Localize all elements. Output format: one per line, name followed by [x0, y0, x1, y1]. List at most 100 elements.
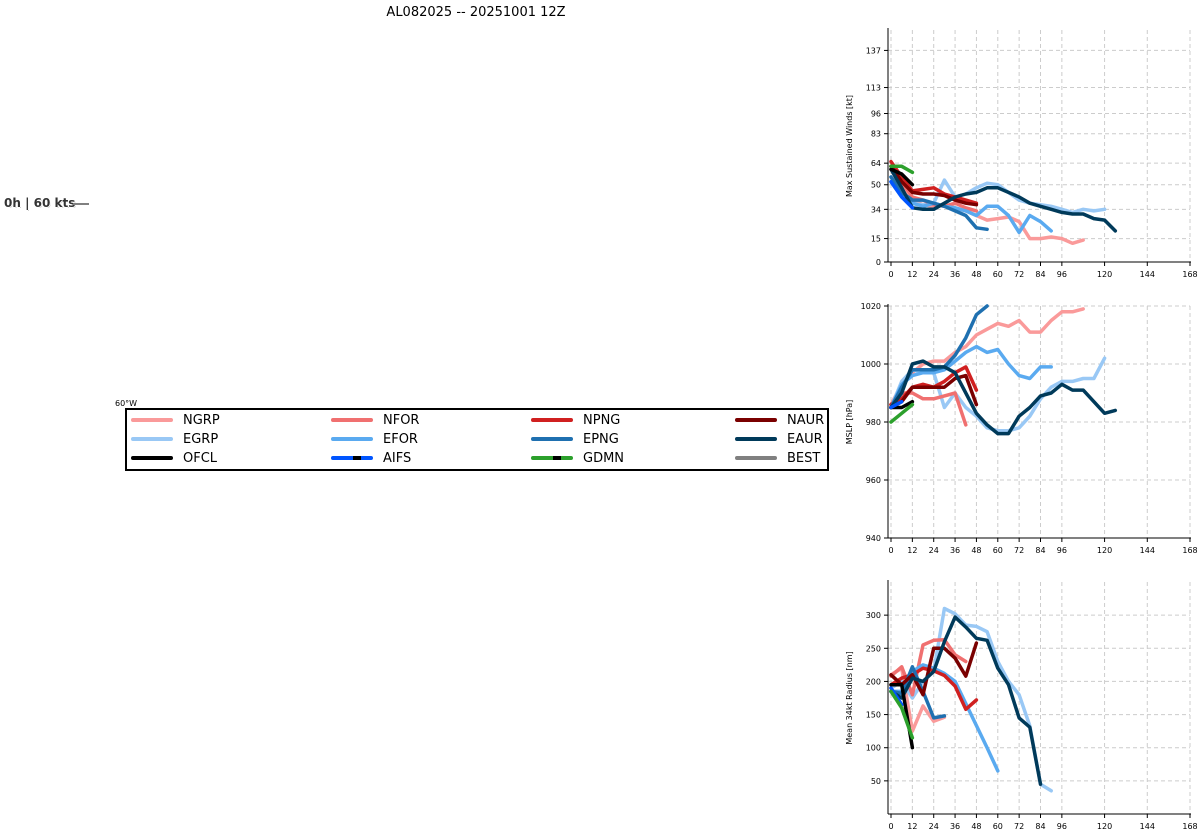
legend-item-eaur: EAUR — [735, 430, 823, 448]
legend-label: NGRP — [183, 412, 220, 428]
y-tick-label: 250 — [866, 644, 881, 653]
series-line-gdmn — [889, 689, 915, 740]
x-tick-label: 24 — [929, 546, 939, 555]
series-line-efor — [889, 175, 1053, 235]
legend-swatch-accent — [353, 456, 361, 460]
legend-label: EFOR — [383, 431, 418, 447]
storm-position-label: 0h | 60 kts — [4, 196, 76, 210]
max-winds-chart: 0 12 24 36 48 60 72 84 96 120 144 168 0 15 34 50 64 83 96 1… — [845, 28, 1198, 279]
series-line-aifs — [889, 686, 904, 707]
x-tick-label: 84 — [1035, 270, 1045, 279]
x-tick-label: 12 — [907, 546, 917, 555]
legend-item-egrp: EGRP — [131, 430, 218, 448]
model-legend: NGRP NFOR NPNG NAUR EGRP EFOR EPNG EAUR OFCL AIFS… — [125, 408, 829, 471]
legend-item-ofcl: OFCL — [131, 449, 217, 467]
legend-label: EAUR — [787, 431, 823, 447]
y-tick-label: 200 — [866, 677, 881, 686]
mslp-chart: 0 12 24 36 48 60 72 84 96 120 144 168 940 960 980 1000 1… — [845, 302, 1198, 555]
series-line-aifs — [889, 179, 915, 210]
x-tick-label: 60 — [993, 546, 1003, 555]
x-tick-label: 168 — [1182, 822, 1197, 831]
legend-label: GDMN — [583, 450, 625, 466]
x-tick-label: 0 — [888, 270, 893, 279]
y-tick-label: 83 — [871, 130, 881, 139]
y-tick-label: 50 — [871, 777, 881, 786]
series-line-efor — [889, 344, 1053, 410]
legend-swatch-accent — [553, 456, 561, 460]
grid — [888, 305, 1191, 539]
x-tick-label: 0 — [888, 546, 893, 555]
series-line-npng — [889, 159, 979, 205]
legend-label: AIFS — [383, 450, 412, 466]
legend-item-aifs: AIFS — [331, 449, 411, 467]
legend-item-nfor: NFOR — [331, 411, 419, 429]
y-axis-label: Max Sustained Winds [kt] — [845, 95, 854, 197]
x-tick-label: 96 — [1057, 546, 1067, 555]
y-tick-label: 100 — [866, 744, 881, 753]
series-line-nfor — [889, 637, 968, 697]
series-group — [889, 159, 1118, 246]
legend-item-epng: EPNG — [531, 430, 619, 448]
legend-swatch — [735, 437, 777, 441]
x-tick-label: 120 — [1097, 270, 1112, 279]
y-tick-label: 15 — [871, 235, 881, 244]
series-group — [889, 304, 1118, 436]
legend-item-naur: NAUR — [735, 411, 824, 429]
x-tick-label: 168 — [1182, 546, 1197, 555]
x-tick-label: 84 — [1035, 822, 1045, 831]
legend-swatch — [531, 456, 573, 460]
y-tick-label: 113 — [866, 84, 881, 93]
x-tick-label: 120 — [1097, 546, 1112, 555]
legend-swatch — [331, 437, 373, 441]
legend-label: EGRP — [183, 431, 219, 447]
figure-title: AL082025 -- 20251001 12Z — [386, 5, 566, 20]
legend-label: NAUR — [787, 412, 825, 428]
legend-label: NPNG — [583, 412, 621, 428]
legend-label: OFCL — [183, 450, 218, 466]
x-tick-label: 144 — [1140, 270, 1155, 279]
legend-item-best: BEST — [735, 449, 820, 467]
legend-label: EPNG — [583, 431, 619, 447]
legend-label: NFOR — [383, 412, 420, 428]
legend-swatch — [331, 456, 373, 460]
longitude-label: 60°W — [115, 399, 138, 408]
x-tick-label: 96 — [1057, 270, 1067, 279]
x-tick-label: 36 — [950, 822, 960, 831]
x-tick-label: 60 — [993, 822, 1003, 831]
x-tick-label: 24 — [929, 270, 939, 279]
legend-swatch — [735, 418, 777, 422]
x-tick-label: 144 — [1140, 822, 1155, 831]
x-tick-label: 48 — [971, 546, 981, 555]
x-tick-label: 12 — [907, 270, 917, 279]
legend-swatch — [131, 437, 173, 441]
wind-radius-chart: 0 12 24 36 48 60 72 84 96 120 144 168 50 100 150 200 250… — [845, 580, 1198, 831]
legend-item-ngrp: NGRP — [131, 411, 220, 429]
x-tick-label: 84 — [1035, 546, 1045, 555]
x-tick-label: 96 — [1057, 822, 1067, 831]
storm-position-marker — [73, 203, 89, 205]
series-line-aifs — [889, 399, 904, 410]
legend-swatch — [531, 437, 573, 441]
x-tick-label: 120 — [1097, 822, 1112, 831]
series-group — [889, 606, 1053, 793]
legend-swatch — [131, 456, 173, 460]
y-tick-label: 96 — [871, 110, 881, 119]
series-line-eaur — [889, 359, 1118, 436]
series-line-naur — [889, 641, 979, 697]
legend-label: BEST — [787, 450, 821, 466]
x-tick-label: 60 — [993, 270, 1003, 279]
x-tick-label: 24 — [929, 822, 939, 831]
y-tick-label: 0 — [876, 258, 881, 267]
x-tick-label: 144 — [1140, 546, 1155, 555]
y-tick-label: 960 — [866, 476, 881, 485]
y-tick-label: 980 — [866, 418, 881, 427]
series-line-gdmn — [889, 402, 915, 424]
x-tick-label: 36 — [950, 270, 960, 279]
y-tick-label: 300 — [866, 611, 881, 620]
y-tick-label: 1020 — [861, 302, 881, 311]
x-tick-label: 12 — [907, 822, 917, 831]
series-line-naur — [889, 164, 979, 207]
y-axis-label: MSLP [hPa] — [845, 400, 854, 444]
x-tick-label: 168 — [1182, 270, 1197, 279]
y-tick-label: 34 — [871, 205, 881, 214]
